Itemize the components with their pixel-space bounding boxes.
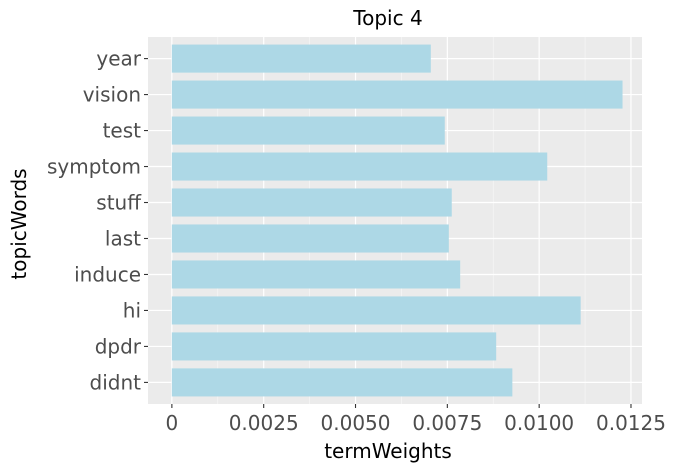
bar-vision bbox=[171, 80, 623, 109]
x-tick-label: 0 bbox=[166, 411, 179, 435]
x-axis-title: termWeights bbox=[324, 439, 452, 463]
y-tick-label: year bbox=[96, 47, 141, 71]
x-tick-label: 0.0025 bbox=[229, 411, 299, 435]
y-tick-label: vision bbox=[83, 83, 141, 107]
bar-didnt bbox=[171, 368, 513, 397]
y-tick-label: dpdr bbox=[95, 334, 142, 358]
x-tick-label: 0.0125 bbox=[596, 411, 666, 435]
bar-hi bbox=[171, 296, 581, 325]
bar-test bbox=[171, 116, 445, 145]
bar-induce bbox=[171, 260, 461, 289]
bar-last bbox=[171, 224, 449, 253]
x-tick-label: 0.0050 bbox=[321, 411, 391, 435]
bar-stuff bbox=[171, 188, 452, 217]
y-tick-label: didnt bbox=[90, 370, 142, 394]
x-tick-label: 0.0075 bbox=[412, 411, 482, 435]
y-tick-label: hi bbox=[123, 298, 141, 322]
y-tick-label: symptom bbox=[47, 155, 141, 179]
bar-dpdr bbox=[171, 332, 497, 361]
bar-symptom bbox=[171, 152, 548, 181]
bars bbox=[171, 44, 623, 397]
y-tick-label: test bbox=[103, 119, 142, 143]
y-tick-label: last bbox=[105, 226, 141, 250]
x-tick-label: 0.0100 bbox=[504, 411, 574, 435]
axes: year vision test symptom stuff last induce hi dp… bbox=[47, 47, 666, 435]
chart-title: Topic 4 bbox=[352, 6, 422, 30]
y-tick-label: induce bbox=[74, 262, 141, 286]
y-tick-label: stuff bbox=[96, 191, 142, 215]
bar-year bbox=[171, 44, 431, 73]
y-axis-title: topicWords bbox=[7, 168, 31, 279]
